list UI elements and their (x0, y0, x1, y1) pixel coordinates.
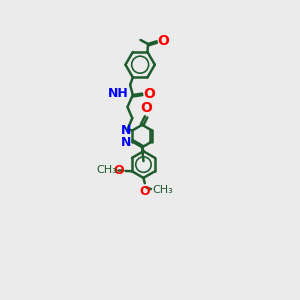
Text: CH₃: CH₃ (96, 165, 117, 176)
Text: CH₃: CH₃ (152, 185, 173, 195)
Text: O: O (140, 184, 150, 198)
Text: NH: NH (108, 87, 129, 100)
Text: O: O (158, 34, 169, 48)
Text: N: N (121, 124, 131, 137)
Text: O: O (141, 101, 153, 115)
Text: N: N (121, 136, 131, 149)
Text: O: O (114, 164, 124, 177)
Text: O: O (143, 87, 155, 100)
